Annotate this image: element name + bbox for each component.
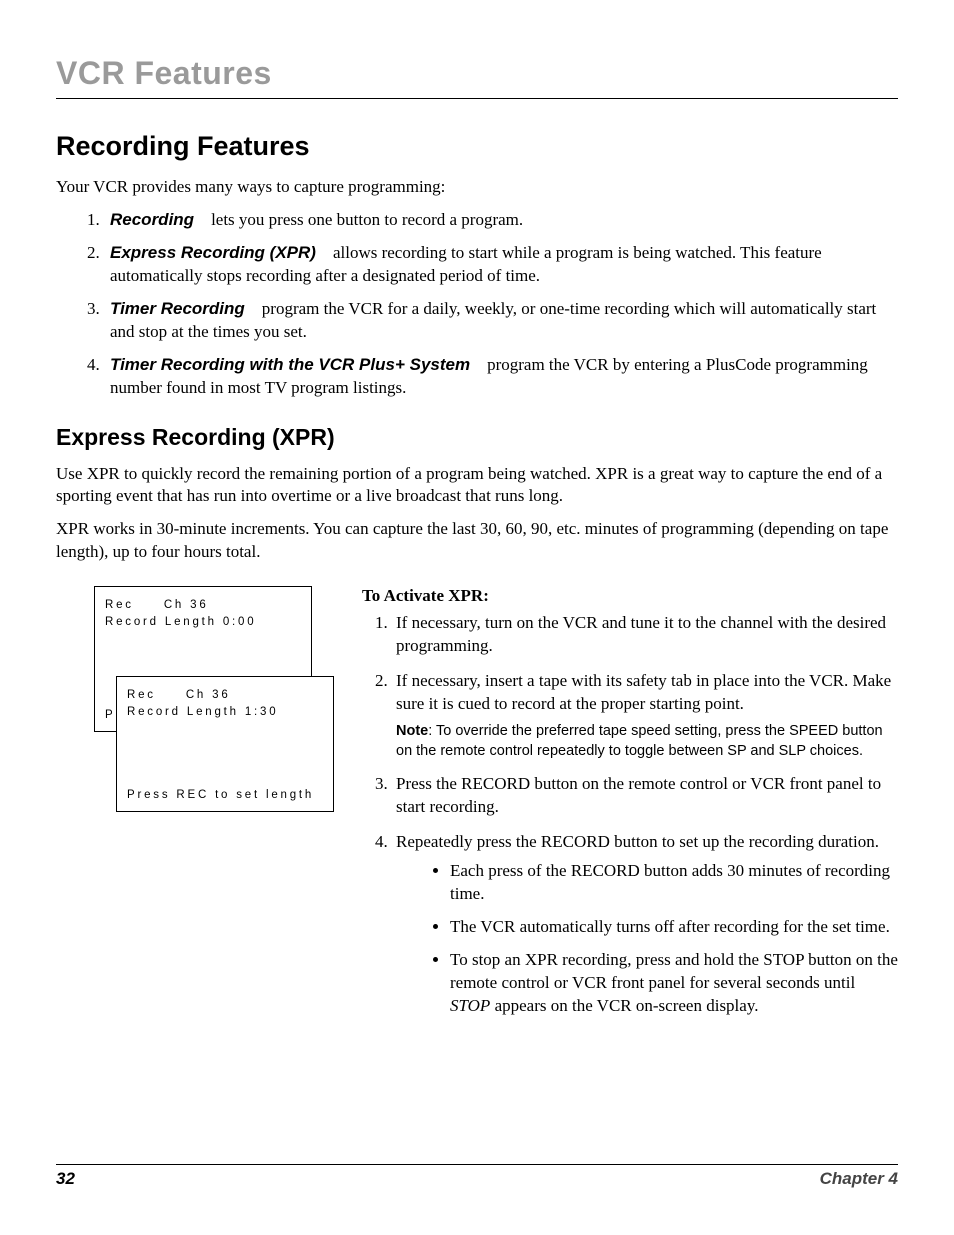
page-footer: 32 Chapter 4 [56, 1164, 898, 1189]
steps-list: If necessary, turn on the VCR and tune i… [362, 612, 898, 1017]
bullet-text: appears on the VCR on-screen display. [490, 996, 758, 1015]
xpr-paragraph: Use XPR to quickly record the remaining … [56, 463, 898, 509]
chapter-title: VCR Features [56, 55, 898, 92]
methods-list: Recording lets you press one button to r… [56, 209, 898, 400]
right-column: To Activate XPR: If necessary, turn on t… [362, 586, 898, 1029]
bullet-item: Each press of the RECORD button adds 30 … [450, 860, 898, 906]
bullet-text: To stop an XPR recording, press and hold… [450, 950, 898, 992]
osd-line: Press REC to set length [127, 787, 323, 804]
list-item: Timer Recording with the VCR Plus+ Syste… [104, 354, 898, 400]
osd-line: Record Length 1:30 [127, 704, 323, 721]
list-item: Recording lets you press one button to r… [104, 209, 898, 232]
osd-diagrams: Rec Ch 36 Record Length 0:00 Pr Rec Ch 3… [56, 586, 326, 846]
header-rule [56, 98, 898, 99]
list-item: Timer Recording program the VCR for a da… [104, 298, 898, 344]
osd-line: Rec Ch 36 [127, 687, 323, 704]
step-text: Repeatedly press the RECORD button to se… [396, 832, 879, 851]
section-title: Recording Features [56, 131, 898, 162]
two-column-layout: Rec Ch 36 Record Length 0:00 Pr Rec Ch 3… [56, 586, 898, 1029]
method-term: Timer Recording with the VCR Plus+ Syste… [110, 355, 470, 374]
step-item: Repeatedly press the RECORD button to se… [392, 831, 898, 1018]
step-item: Press the RECORD button on the remote co… [392, 773, 898, 819]
activate-heading: To Activate XPR: [362, 586, 898, 606]
list-item: Express Recording (XPR) allows recording… [104, 242, 898, 288]
subsection-title: Express Recording (XPR) [56, 424, 898, 451]
bullet-item: The VCR automatically turns off after re… [450, 916, 898, 939]
xpr-paragraph: XPR works in 30-minute increments. You c… [56, 518, 898, 564]
chapter-label: Chapter 4 [820, 1169, 898, 1189]
osd-line: Record Length 0:00 [105, 614, 301, 631]
note-text: : To override the preferred tape speed s… [396, 723, 883, 759]
page: VCR Features Recording Features Your VCR… [0, 0, 954, 1235]
bullet-item: To stop an XPR recording, press and hold… [450, 949, 898, 1018]
step-item: If necessary, insert a tape with its saf… [392, 670, 898, 761]
method-term: Express Recording (XPR) [110, 243, 316, 262]
note-label: Note [396, 723, 428, 739]
page-number: 32 [56, 1169, 75, 1189]
italic-term: STOP [450, 996, 490, 1015]
note-block: Note: To override the preferred tape spe… [396, 722, 898, 761]
bullet-list: Each press of the RECORD button adds 30 … [396, 860, 898, 1018]
method-term: Timer Recording [110, 299, 245, 318]
intro-text: Your VCR provides many ways to capture p… [56, 176, 898, 199]
method-term: Recording [110, 210, 194, 229]
osd-screen-front: Rec Ch 36 Record Length 1:30 Press REC t… [116, 676, 334, 812]
step-item: If necessary, turn on the VCR and tune i… [392, 612, 898, 658]
osd-line: Rec Ch 36 [105, 597, 301, 614]
method-desc: lets you press one button to record a pr… [207, 210, 523, 229]
step-text: If necessary, insert a tape with its saf… [396, 671, 891, 713]
